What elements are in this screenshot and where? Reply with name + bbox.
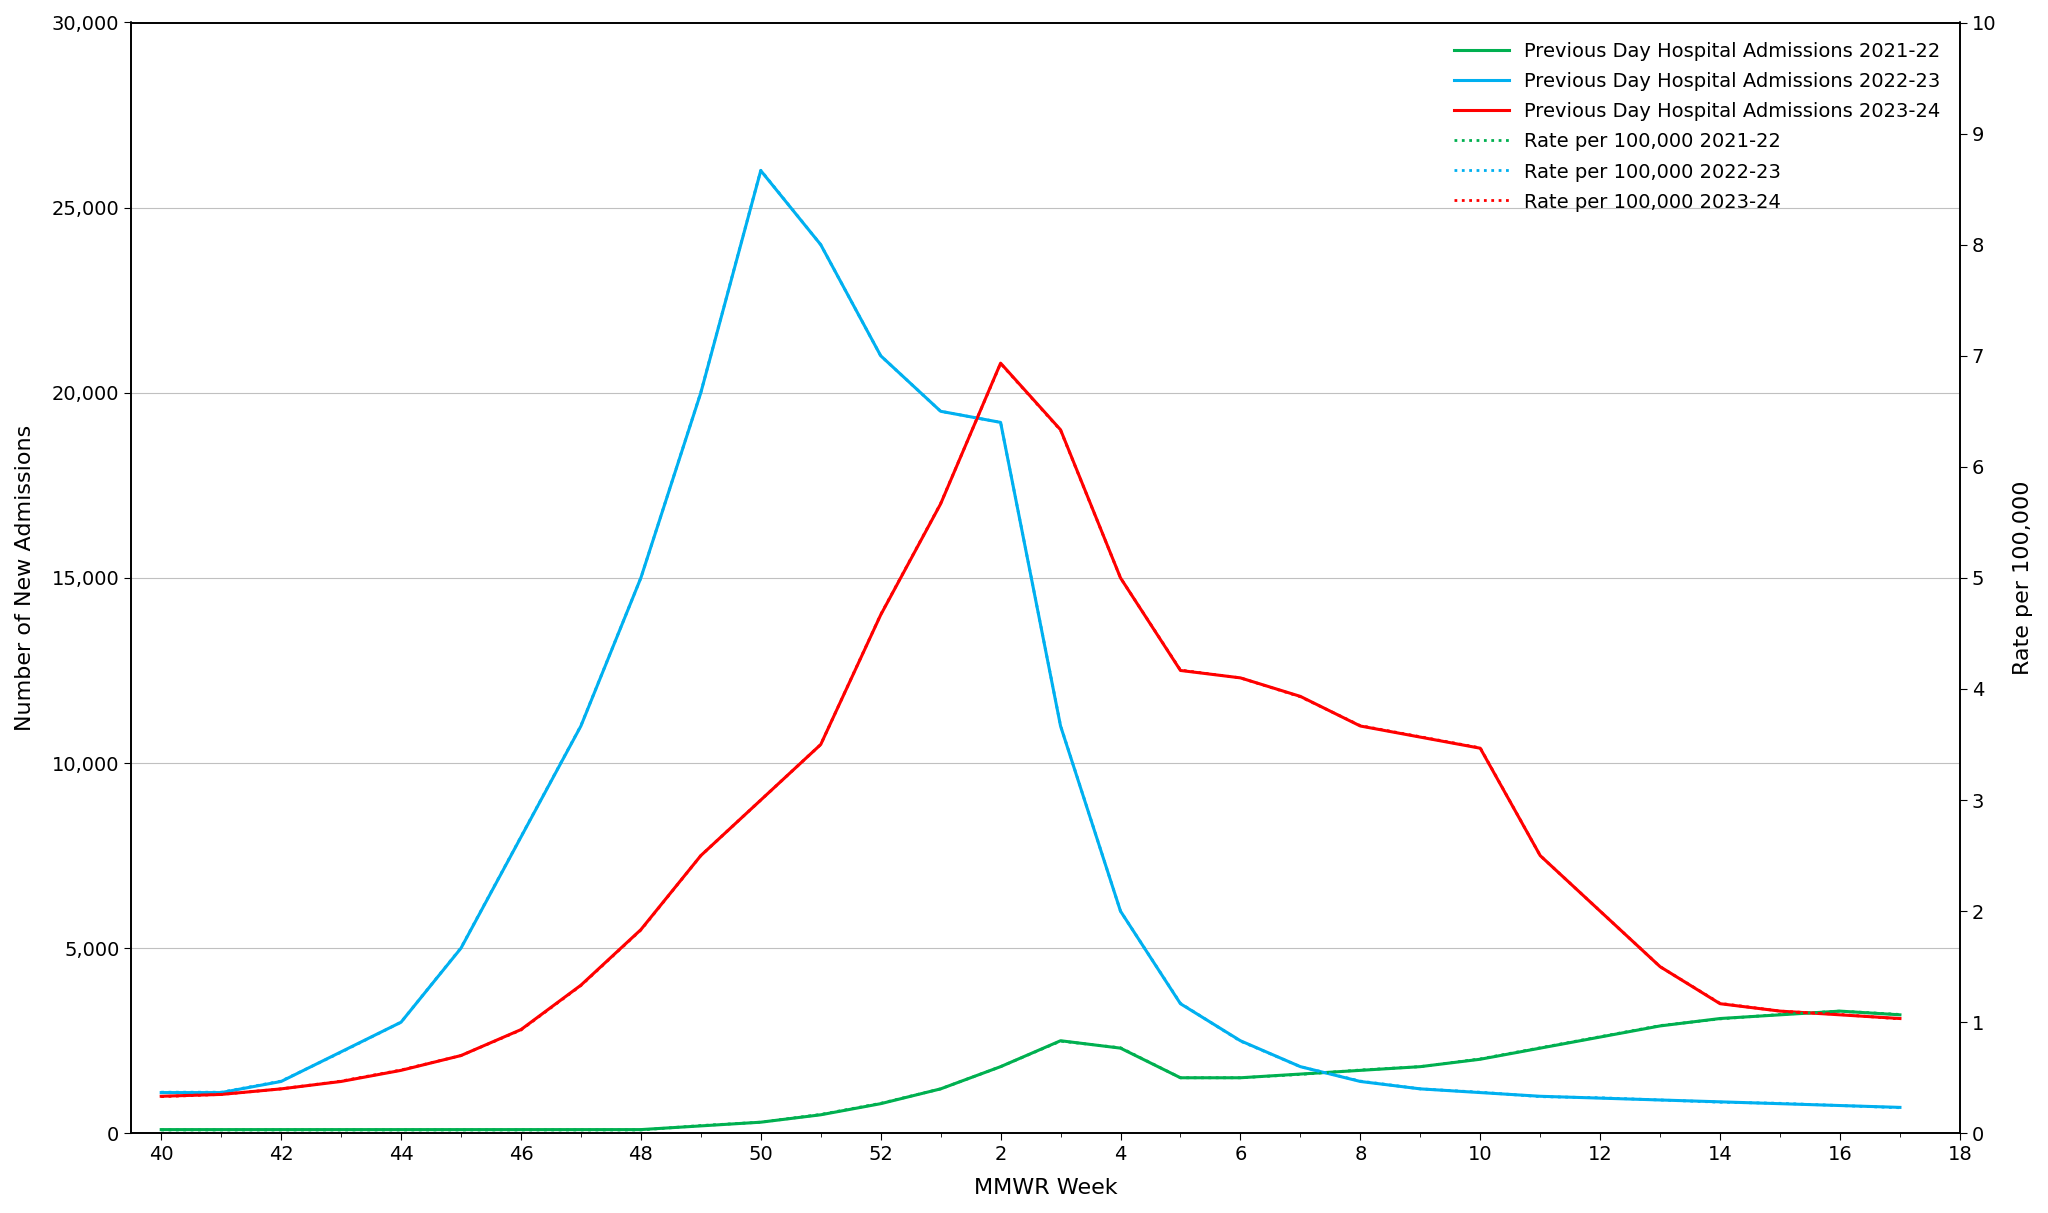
Legend: Previous Day Hospital Admissions 2021-22, Previous Day Hospital Admissions 2022-: Previous Day Hospital Admissions 2021-22… xyxy=(1444,33,1950,221)
Y-axis label: Number of New Admissions: Number of New Admissions xyxy=(14,425,35,731)
X-axis label: MMWR Week: MMWR Week xyxy=(973,1178,1118,1198)
Y-axis label: Rate per 100,000: Rate per 100,000 xyxy=(2013,480,2034,676)
